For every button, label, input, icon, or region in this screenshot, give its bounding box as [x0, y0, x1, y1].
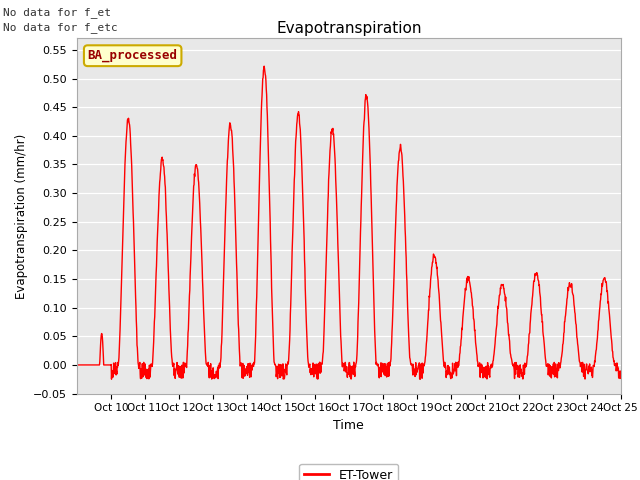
Text: No data for f_etc: No data for f_etc	[3, 22, 118, 33]
Legend: ET-Tower: ET-Tower	[299, 464, 399, 480]
Y-axis label: Evapotranspiration (mm/hr): Evapotranspiration (mm/hr)	[15, 133, 28, 299]
Text: No data for f_et: No data for f_et	[3, 7, 111, 18]
X-axis label: Time: Time	[333, 419, 364, 432]
Text: BA_processed: BA_processed	[88, 49, 178, 62]
Title: Evapotranspiration: Evapotranspiration	[276, 21, 422, 36]
